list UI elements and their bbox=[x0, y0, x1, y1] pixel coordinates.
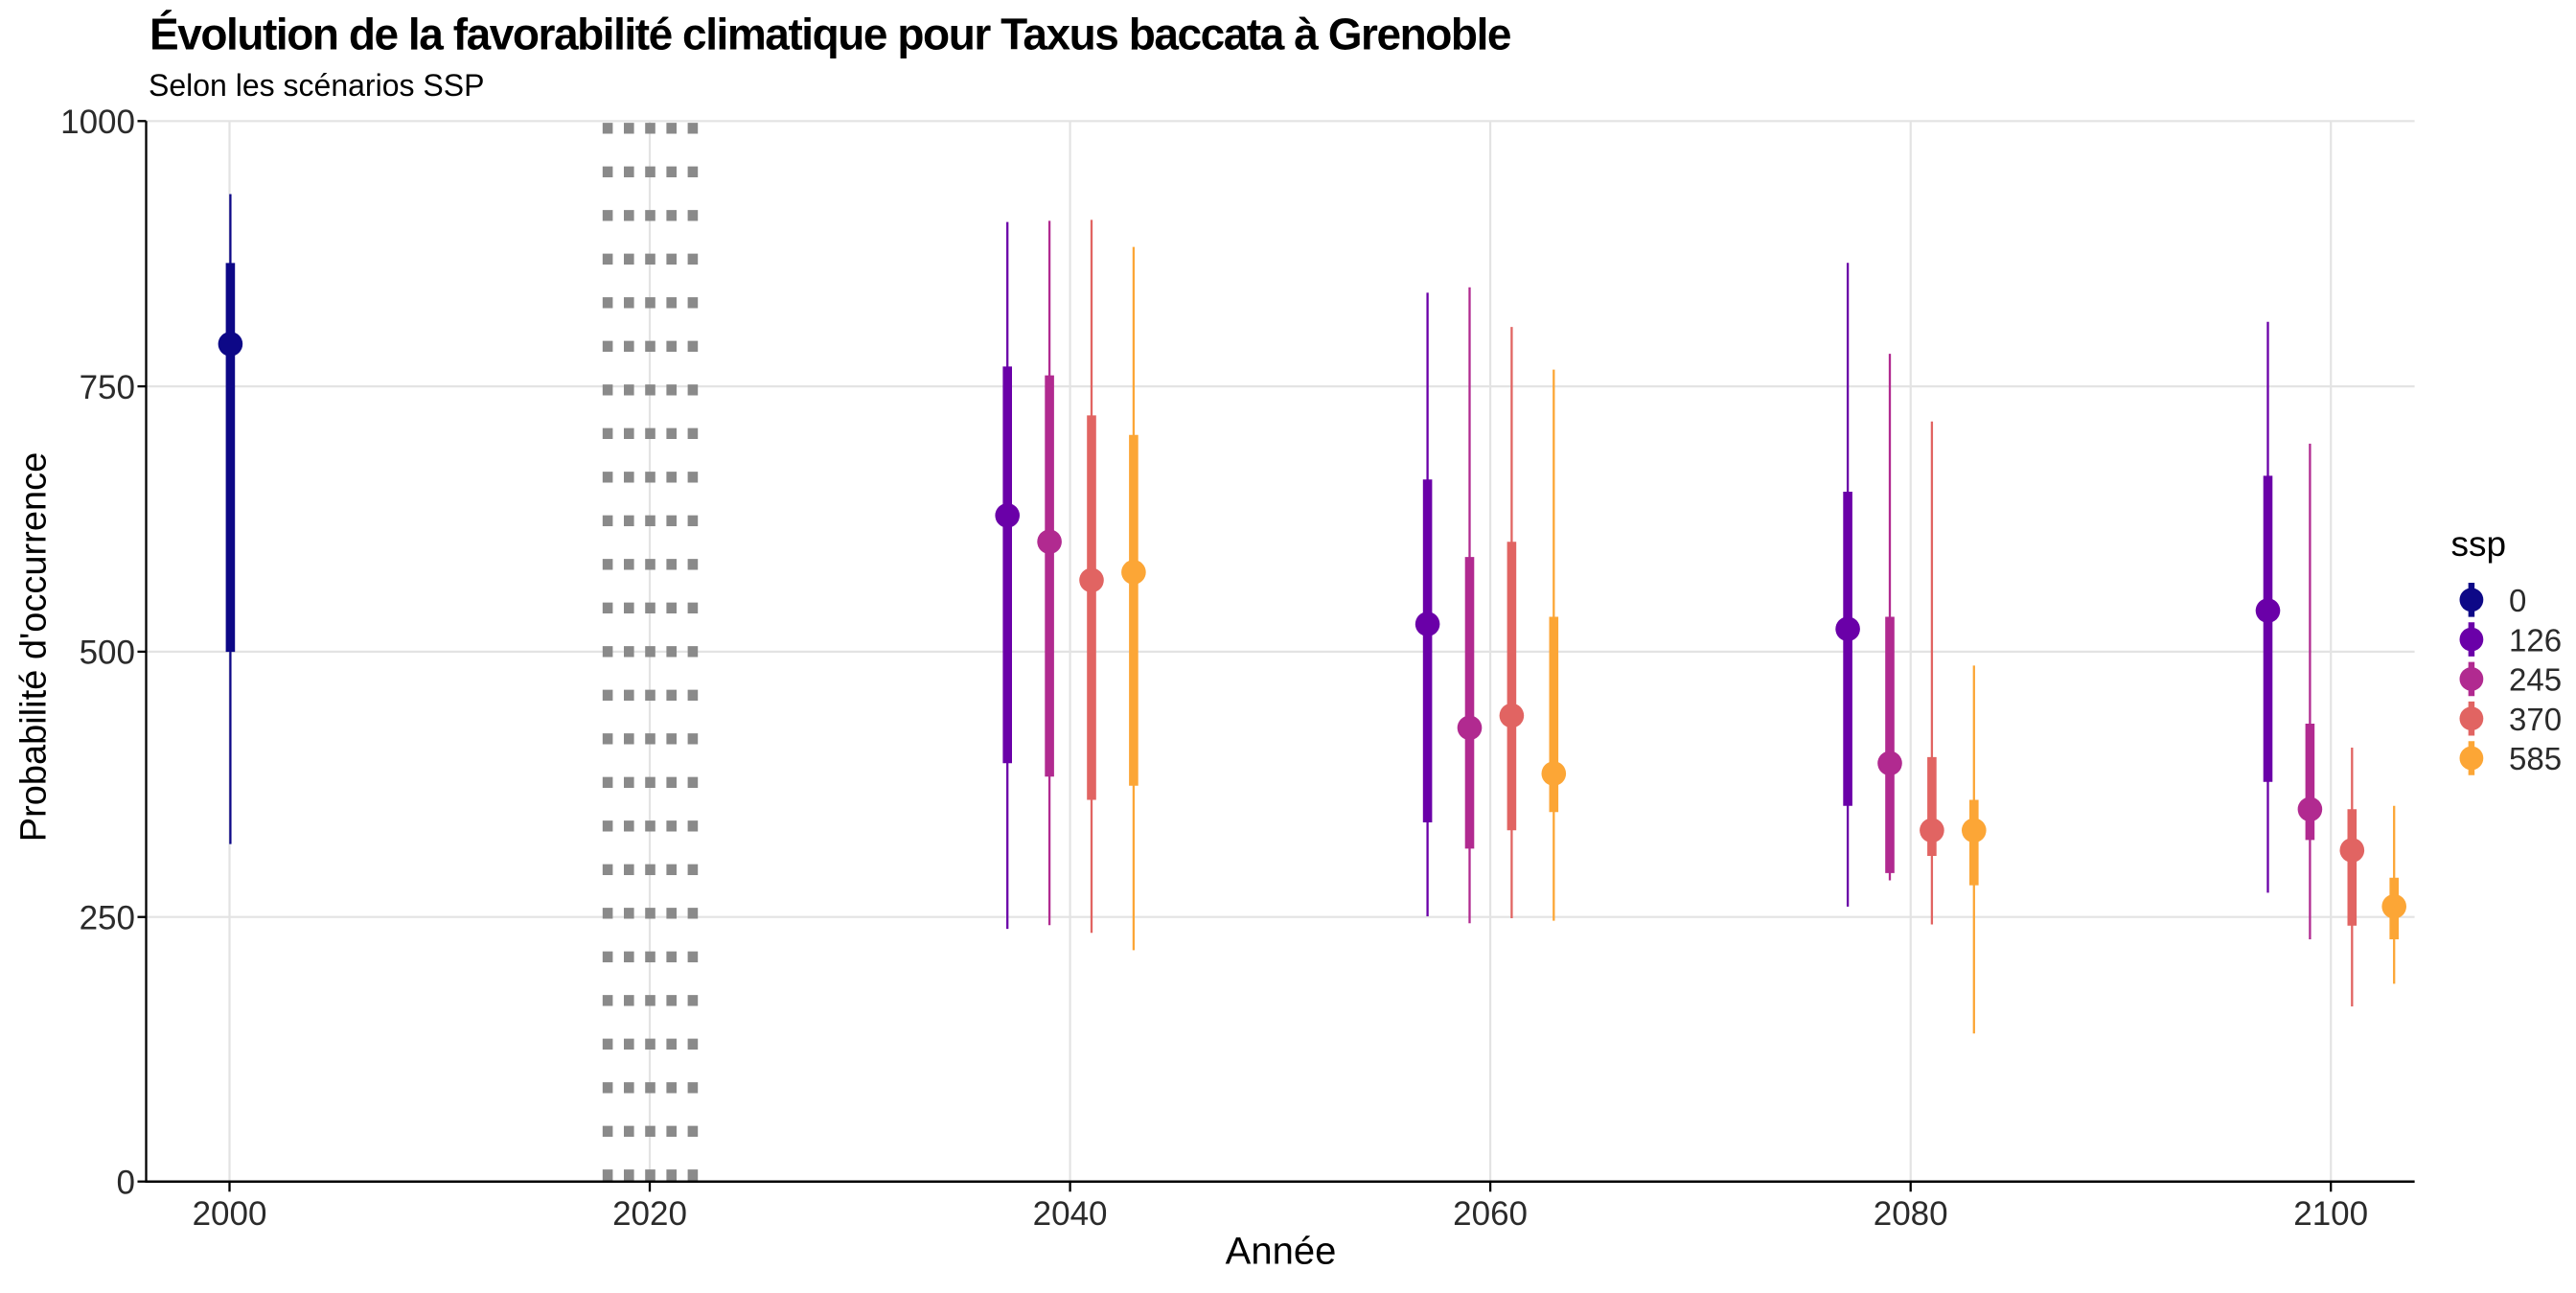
svg-text:370: 370 bbox=[2509, 702, 2562, 737]
svg-text:0: 0 bbox=[2509, 583, 2526, 618]
svg-text:0: 0 bbox=[117, 1165, 135, 1202]
svg-text:2080: 2080 bbox=[1874, 1195, 1948, 1233]
svg-text:Probabilité d'occurrence: Probabilité d'occurrence bbox=[14, 452, 55, 842]
svg-text:2100: 2100 bbox=[2293, 1195, 2368, 1233]
svg-text:Selon les scénarios SSP: Selon les scénarios SSP bbox=[149, 68, 484, 103]
svg-text:Évolution de la favorabilité c: Évolution de la favorabilité climatique … bbox=[150, 10, 1511, 59]
svg-text:245: 245 bbox=[2509, 662, 2562, 698]
svg-text:Année: Année bbox=[1226, 1230, 1337, 1272]
svg-text:2020: 2020 bbox=[612, 1195, 687, 1233]
svg-text:250: 250 bbox=[80, 900, 135, 937]
svg-text:126: 126 bbox=[2509, 622, 2562, 658]
svg-text:2000: 2000 bbox=[193, 1195, 267, 1233]
svg-text:500: 500 bbox=[80, 635, 135, 672]
svg-text:750: 750 bbox=[80, 369, 135, 406]
svg-text:2040: 2040 bbox=[1033, 1195, 1108, 1233]
svg-text:1000: 1000 bbox=[60, 104, 135, 141]
svg-text:ssp: ssp bbox=[2451, 524, 2507, 564]
svg-text:585: 585 bbox=[2509, 741, 2562, 776]
svg-text:2060: 2060 bbox=[1453, 1195, 1528, 1233]
